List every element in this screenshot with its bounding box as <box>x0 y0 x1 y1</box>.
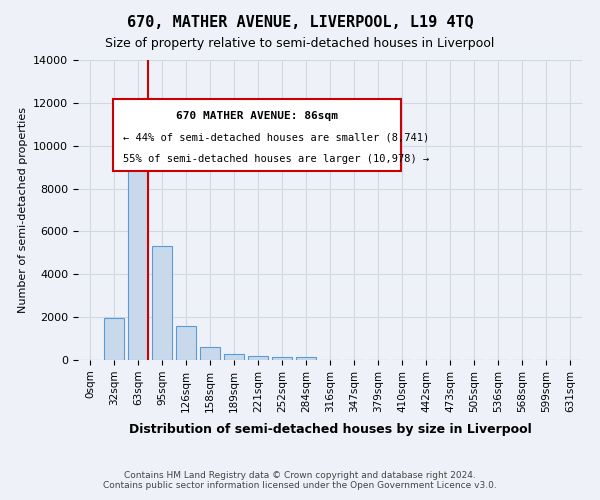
Bar <box>296 357 316 360</box>
Text: Size of property relative to semi-detached houses in Liverpool: Size of property relative to semi-detach… <box>106 38 494 51</box>
Bar <box>104 318 124 360</box>
Bar <box>128 144 148 360</box>
Bar <box>152 246 172 360</box>
Y-axis label: Number of semi-detached properties: Number of semi-detached properties <box>17 107 28 313</box>
Text: Contains HM Land Registry data © Crown copyright and database right 2024.
Contai: Contains HM Land Registry data © Crown c… <box>103 470 497 490</box>
Text: 670, MATHER AVENUE, LIVERPOOL, L19 4TQ: 670, MATHER AVENUE, LIVERPOOL, L19 4TQ <box>127 15 473 30</box>
Text: 670 MATHER AVENUE: 86sqm: 670 MATHER AVENUE: 86sqm <box>176 111 338 121</box>
Bar <box>272 357 292 360</box>
Bar <box>176 326 196 360</box>
Text: 55% of semi-detached houses are larger (10,978) →: 55% of semi-detached houses are larger (… <box>124 154 430 164</box>
Bar <box>200 347 220 360</box>
X-axis label: Distribution of semi-detached houses by size in Liverpool: Distribution of semi-detached houses by … <box>128 423 532 436</box>
Bar <box>224 354 244 360</box>
Text: ← 44% of semi-detached houses are smaller (8,741): ← 44% of semi-detached houses are smalle… <box>124 132 430 142</box>
FancyBboxPatch shape <box>113 99 401 171</box>
Bar <box>248 356 268 360</box>
